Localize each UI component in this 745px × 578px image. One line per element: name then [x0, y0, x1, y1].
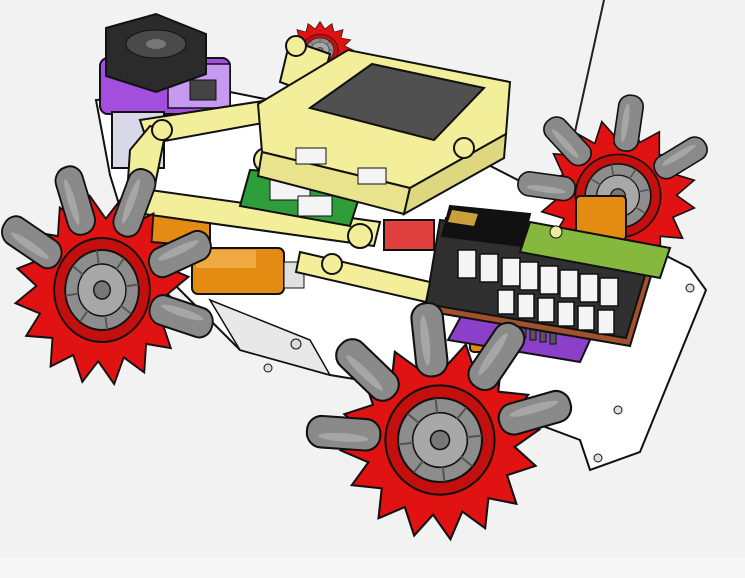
- robot-render: [0, 0, 713, 551]
- small-red-board: [383, 219, 435, 251]
- bottom-strip: [0, 558, 745, 578]
- cooling-fan-module: [99, 12, 231, 115]
- lcd-display: [256, 48, 512, 216]
- main-controller-board: [424, 216, 672, 348]
- wifi-module: [440, 204, 532, 248]
